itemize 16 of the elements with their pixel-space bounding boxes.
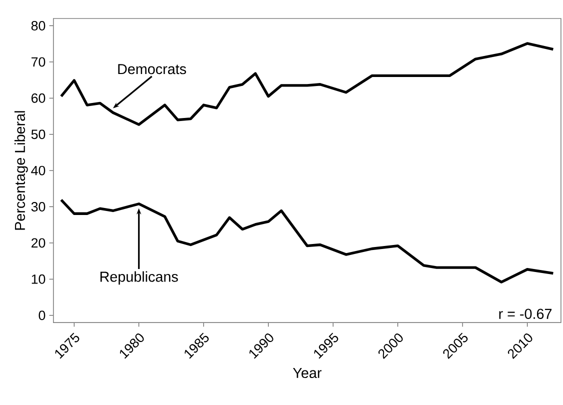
y-tick-label: 20 <box>32 238 46 248</box>
y-tick-label: 10 <box>32 274 46 284</box>
y-tick-label: 50 <box>31 130 46 140</box>
y-tick-label: 40 <box>31 166 46 176</box>
text: Democrats <box>118 64 186 74</box>
y-tick-label: 60 <box>32 94 46 103</box>
annotation: r = -0.67 <box>499 308 552 320</box>
text: Republicans <box>100 271 178 285</box>
y-tick-label: 30 <box>31 202 46 212</box>
y-tick-label: 70 <box>32 57 46 67</box>
y-tick-label: 0 <box>38 310 46 320</box>
line-series <box>60 42 555 126</box>
y-tick-label: 80 <box>31 21 46 31</box>
x-axis-title: Year <box>292 368 322 378</box>
y-axis-title: Percentage Liberal <box>14 111 28 230</box>
line-series <box>60 198 555 284</box>
